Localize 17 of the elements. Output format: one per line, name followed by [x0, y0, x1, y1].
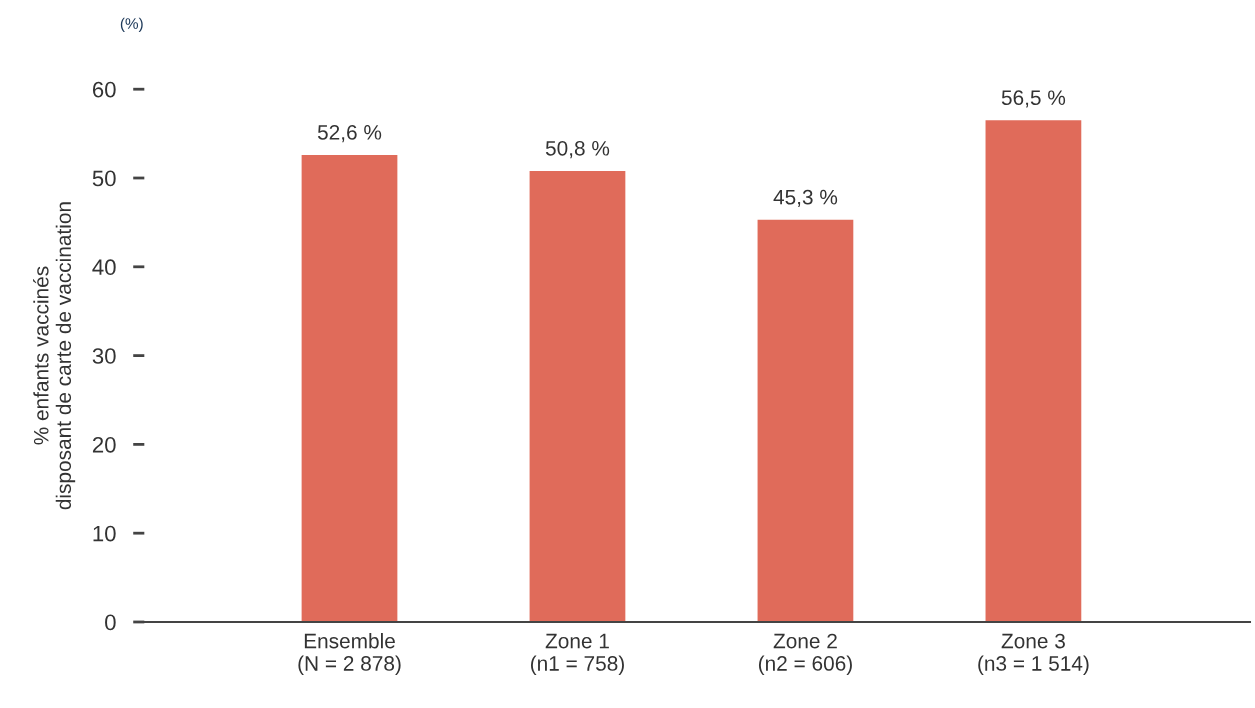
x-tick-label: Zone 3 (n3 = 1 514): [978, 633, 1089, 675]
y-axis-title: % enfants vaccinés disposant de carte de vaccination: [33, 202, 76, 510]
x-tick-label: Zone 1 (n1 = 758): [530, 633, 624, 675]
data-label: 52,6 %: [317, 124, 382, 143]
x-tick-label: Zone 2 (n2 = 606): [758, 633, 852, 675]
data-label: 50,8 %: [545, 140, 610, 159]
y-tick-label: 20: [92, 436, 116, 453]
data-label: 56,5 %: [1001, 90, 1066, 108]
y-tick-label: 50: [92, 170, 116, 187]
y-tick-label: 30: [92, 348, 116, 364]
y-tick-label: 10: [93, 525, 116, 542]
x-tick-label: Ensemble (N = 2 878): [298, 633, 401, 675]
data-label: 45,3 %: [773, 189, 838, 207]
y-tick-label: 40: [92, 259, 116, 276]
text: (%): [120, 17, 143, 32]
y-tick-label: 60: [92, 81, 116, 98]
y-tick-label: 0: [105, 614, 116, 631]
